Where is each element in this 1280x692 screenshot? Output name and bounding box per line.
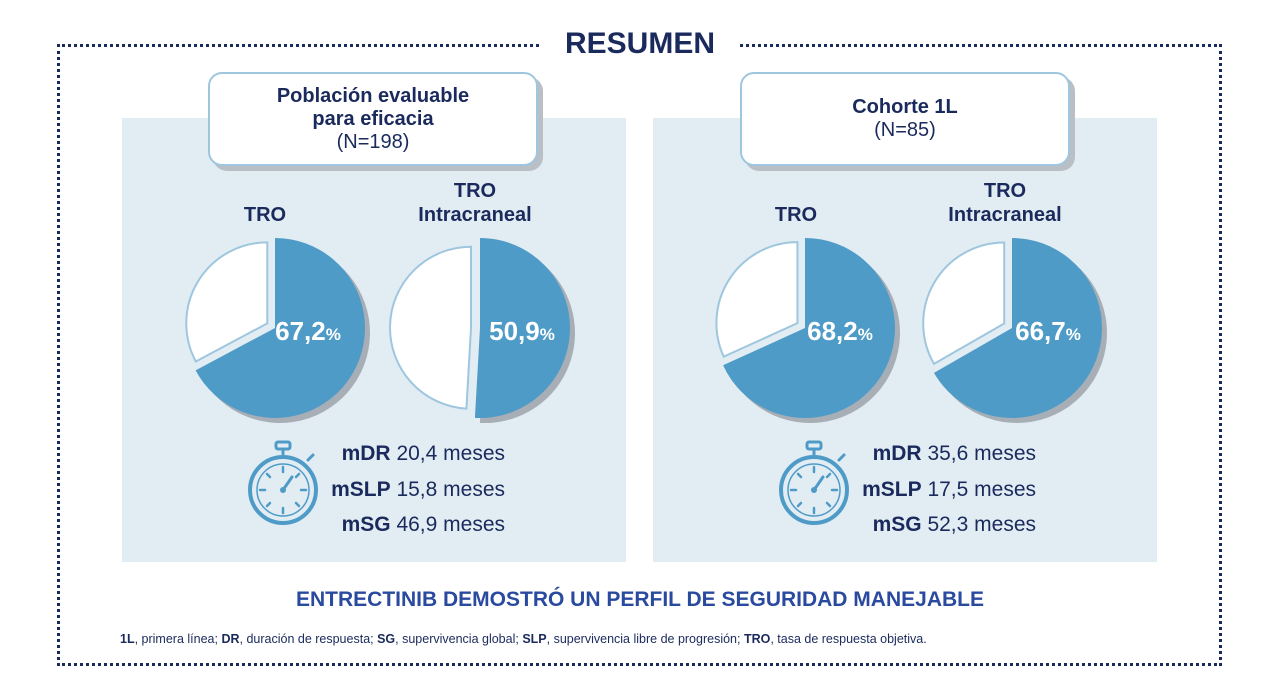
pie-value-label: 66,7% [1015,316,1081,346]
pie-slice-remainder [715,241,799,359]
intracranial-response-pie [380,228,580,428]
pie-slice-value [933,238,1102,418]
pie-label-tro-intracranial: TRO Intracraneal [418,180,532,226]
stopwatch-icon [776,440,852,530]
conclusion-statement: ENTRECTINIB DEMOSTRÓ UN PERFIL DE SEGURI… [296,588,984,611]
response-rate-pie [705,228,905,428]
pie-label-tro-intracranial: TRO Intracraneal [948,180,1062,226]
intracranial-response-pie [912,228,1112,428]
metric-msg: mSG 52,3 meses [872,513,1036,536]
metric-mslp: mSLP 17,5 meses [862,477,1036,501]
pie-value-label: 68,2% [807,316,873,346]
stopwatch-icon [245,440,321,530]
median-metrics-list: mDR 35,6 meses mSLP 17,5 meses mSG 52,3 … [826,436,1036,543]
header-line1: Población evaluable [276,84,470,107]
metric-mdr: mDR 35,6 meses [872,442,1036,465]
pie-slice-value [723,238,895,418]
pie-slice-remainder [185,241,269,363]
header-line2: para eficacia [312,107,434,130]
median-metrics-list: mDR 20,4 meses mSLP 15,8 meses mSG 46,9 … [295,436,505,543]
pie-slice-value [474,238,570,418]
pie-label-tro: TRO [243,204,287,226]
footnote: 1L, primera línea; DR, duración de respu… [120,632,927,646]
metric-mslp: mSLP 15,8 meses [331,477,505,501]
pie-slice-remainder [389,245,473,410]
pie-slice-remainder [922,241,1006,366]
pie-label-tro: TRO [774,204,818,226]
metric-msg: mSG 46,9 meses [341,513,505,536]
header-n: (N=85) [874,119,936,141]
metric-mdr: mDR 20,4 meses [341,442,505,465]
response-rate-pie [175,228,375,428]
panel-header-1l: Cohorte 1L (N=85) [740,72,1070,166]
header-line1: Cohorte 1L [852,96,958,118]
panel-header-evaluable: Población evaluable para eficacia (N=198… [208,72,538,166]
page-title: RESUMEN [540,24,740,64]
header-n: (N=198) [336,130,410,153]
pie-value-label: 67,2% [275,316,341,346]
pie-value-label: 50,9% [489,316,555,346]
pie-slice-value [195,238,365,418]
